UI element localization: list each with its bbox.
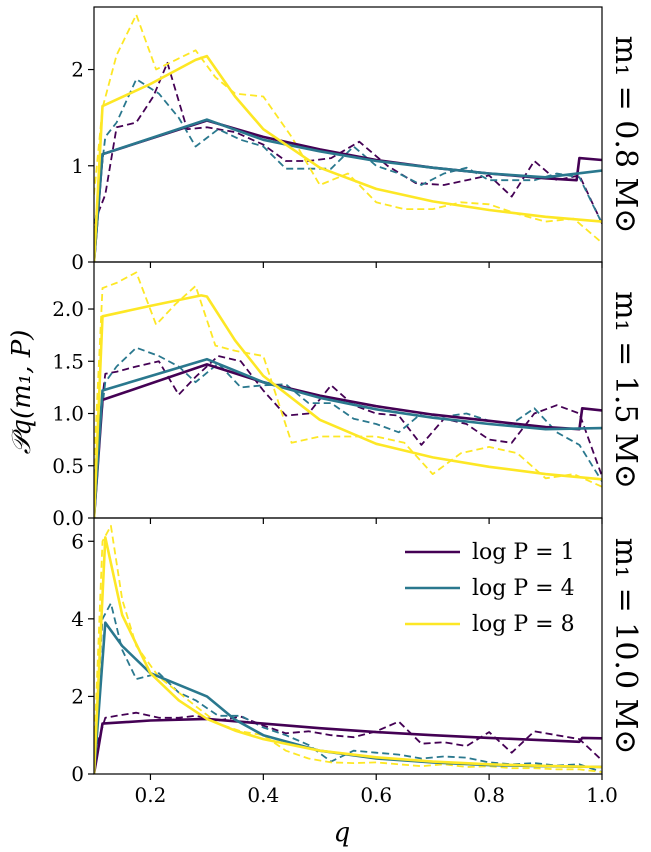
y-tick-label: 6 [71, 529, 84, 553]
series-line-logP8-solid [94, 54, 602, 262]
series-line-logP4-dashed [94, 78, 602, 234]
legend-label-logP1: log P = 1 [472, 540, 575, 565]
y-tick-label: 2.0 [52, 297, 84, 321]
legend-label-logP4: log P = 4 [472, 576, 575, 601]
panel-label: m₁ = 1.5 M⊙ [608, 291, 643, 489]
panel-1: 0 1 2 m₁ = 0.8 M⊙ [71, 6, 643, 274]
y-tick-label: 1.5 [52, 349, 84, 373]
legend: log P = 1 log P = 4 log P = 8 [405, 540, 575, 637]
series-line-logP4-solid [94, 357, 602, 518]
series-line-logP8-solid [94, 536, 602, 774]
series-line-logP4-solid [94, 621, 602, 774]
panel-2: 0.0 0.5 1.0 1.5 2.0 m₁ = 1.5 M⊙ [52, 261, 643, 530]
x-tick-label: 0.6 [360, 783, 392, 807]
panel-frame [93, 261, 603, 519]
y-axis-label: 𝒫q(m₁, P) [7, 330, 37, 455]
panel-frame [93, 6, 603, 263]
x-tick-label: 0.2 [135, 783, 167, 807]
series-line-logP1-solid [94, 119, 602, 262]
y-tick-label: 0 [71, 250, 84, 274]
series-line-logP8-dashed [94, 13, 602, 244]
x-tick-label: 0.8 [473, 783, 505, 807]
series-line-logP4-solid [94, 118, 602, 262]
y-tick-label: 0.5 [52, 454, 84, 478]
series-line-logP8-solid [94, 294, 602, 518]
y-tick-label: 2 [71, 684, 84, 708]
series-line-logP1-dashed [94, 711, 602, 762]
y-tick-label: 0 [71, 762, 84, 786]
x-tick-label: 0.4 [247, 783, 279, 807]
series-group [94, 524, 602, 774]
y-tick-label: 2 [71, 58, 84, 82]
series-line-logP4-dashed [94, 346, 602, 482]
panels: 0 1 2 m₁ = 0.8 M⊙ 0.0 0.5 1.0 1.5 2.0 m₁ = 1.5 M⊙… [52, 6, 643, 807]
y-tick-label: 1 [71, 154, 84, 178]
panel-frame [93, 517, 603, 775]
series-group [94, 271, 602, 518]
y-tick-label: 0.0 [52, 506, 84, 530]
series-line-logP1-dashed [94, 355, 602, 477]
x-tick-label: 1.0 [586, 783, 618, 807]
y-tick-label: 1.0 [52, 402, 84, 426]
y-tick-label: 4 [71, 607, 84, 631]
panel-label: m₁ = 0.8 M⊙ [608, 36, 643, 234]
series-line-logP1-solid [94, 717, 602, 774]
series-group [94, 13, 602, 262]
series-line-logP1-solid [94, 363, 602, 518]
panel-label: m₁ = 10.0 M⊙ [608, 538, 643, 755]
panel-3: 0 2 4 6 0.2 0.4 0.6 0.8 1.0 m₁ = 10.0 M⊙ [71, 517, 643, 807]
series-line-logP8-dashed [94, 524, 602, 773]
series-line-logP8-dashed [94, 271, 602, 488]
series-line-logP1-dashed [94, 61, 602, 224]
x-axis-label: q [334, 818, 351, 848]
legend-label-logP8: log P = 8 [472, 612, 575, 637]
